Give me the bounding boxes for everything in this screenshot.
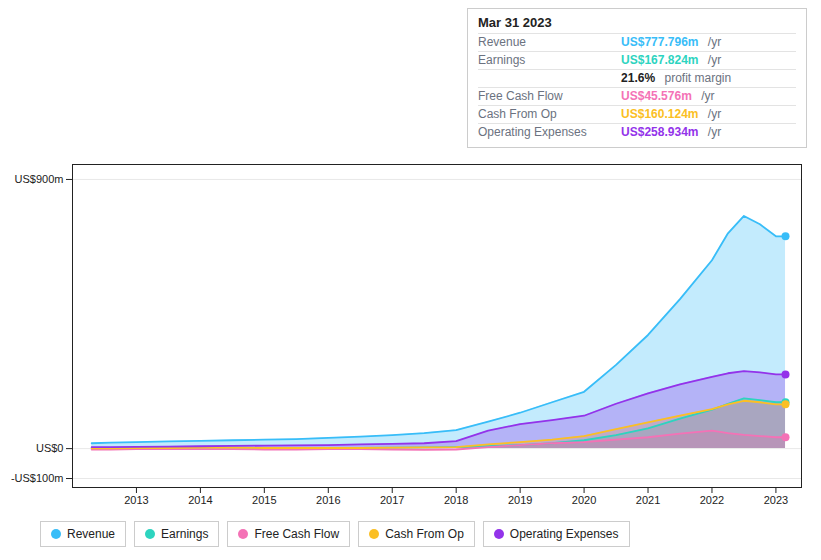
svg-text:2016: 2016 — [316, 494, 340, 506]
html-text:Cash From Op: Cash From Op — [385, 527, 464, 541]
html-text:US$258.934m: US$258.934m — [621, 125, 699, 139]
html-text:US$160.124m: US$160.124m — [621, 107, 699, 121]
html-text:Cash From Op: Cash From Op — [478, 107, 557, 121]
html-text:Operating Expenses: Operating Expenses — [478, 125, 587, 139]
svg-text:US$900m: US$900m — [15, 173, 64, 185]
html-text:Free Cash Flow: Free Cash Flow — [478, 89, 563, 103]
svg-text:2020: 2020 — [572, 494, 596, 506]
html-text:US$777.796m: US$777.796m — [621, 35, 699, 49]
svg-text:2013: 2013 — [124, 494, 148, 506]
html-text:Revenue: Revenue — [478, 35, 526, 49]
html-text:Mar 31 2023: Mar 31 2023 — [478, 15, 552, 30]
svg-text:US$0: US$0 — [36, 442, 64, 454]
html-text:21.6%: 21.6% — [621, 71, 656, 85]
html-text:/yr: /yr — [704, 107, 722, 121]
html-text:Operating Expenses: Operating Expenses — [509, 527, 619, 541]
svg-text:2014: 2014 — [188, 494, 212, 506]
html-text:/yr: /yr — [704, 35, 722, 49]
html-text:Free Cash Flow: Free Cash Flow — [254, 527, 340, 541]
html-text:/yr: /yr — [704, 125, 722, 139]
html-text:Earnings: Earnings — [478, 53, 526, 67]
svg-text:2017: 2017 — [380, 494, 404, 506]
svg-text:-US$100m: -US$100m — [11, 472, 64, 484]
svg-text:2023: 2023 — [764, 494, 788, 506]
html-text:Earnings: Earnings — [161, 527, 209, 541]
html-text:/yr: /yr — [697, 89, 715, 103]
html-text:US$167.824m: US$167.824m — [621, 53, 699, 67]
html-text:US$45.576m: US$45.576m — [621, 89, 692, 103]
svg-text:2015: 2015 — [252, 494, 276, 506]
svg-text:2019: 2019 — [508, 494, 532, 506]
svg-text:2021: 2021 — [636, 494, 660, 506]
html-text:Revenue: Revenue — [67, 527, 115, 541]
svg-text:2022: 2022 — [700, 494, 724, 506]
html-text:/yr: /yr — [704, 53, 722, 67]
html-text:profit margin: profit margin — [661, 71, 732, 85]
svg-text:2018: 2018 — [444, 494, 468, 506]
